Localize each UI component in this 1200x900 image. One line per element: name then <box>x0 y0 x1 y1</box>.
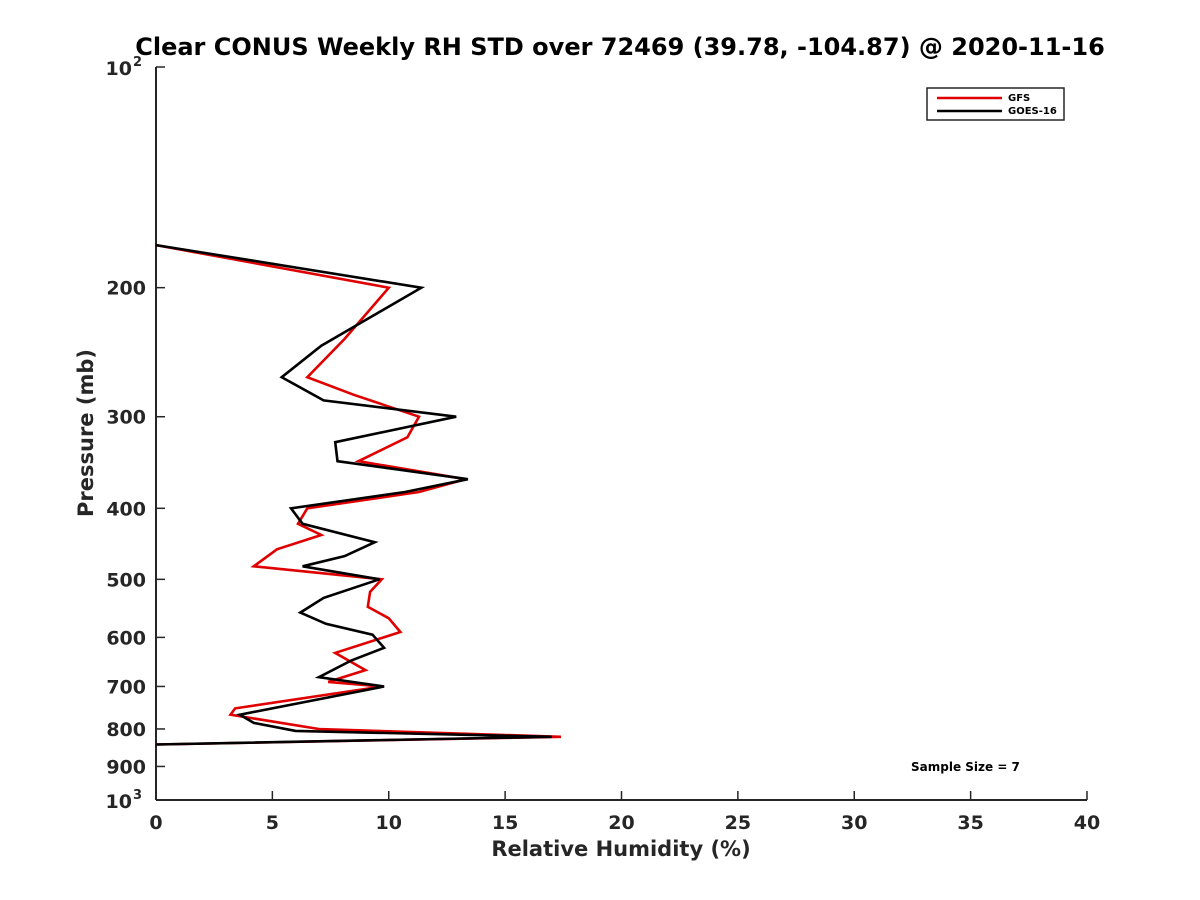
x-tick-label: 15 <box>492 812 518 834</box>
x-tick-label: 25 <box>725 812 751 834</box>
y-tick-label: 900 <box>106 756 146 778</box>
x-tick-label: 0 <box>149 812 162 834</box>
legend-label-gfs: GFS <box>1008 93 1030 104</box>
y-tick-label: 200 <box>106 278 146 300</box>
legend-box <box>926 87 1065 121</box>
series-line-gfs <box>155 243 562 746</box>
y-tick-label: 700 <box>106 676 146 698</box>
y-tick-label: 10 <box>106 58 132 80</box>
x-tick-label: 30 <box>841 812 867 834</box>
x-tick-label: 10 <box>376 812 402 834</box>
legend: GFS GOES-16 <box>926 87 1065 121</box>
series-lines <box>155 243 562 746</box>
x-axis-label: Relative Humidity (%) <box>491 837 750 861</box>
y-tick-label: 10 <box>106 791 132 813</box>
x-tick-label: 5 <box>266 812 279 834</box>
x-tick-label: 40 <box>1074 812 1100 834</box>
y-tick-label: 800 <box>106 719 146 741</box>
axes <box>155 67 1087 801</box>
legend-label-goes-16: GOES-16 <box>1008 106 1057 117</box>
y-tick-label-exponent: 3 <box>133 788 142 803</box>
chart-title: Clear CONUS Weekly RH STD over 72469 (39… <box>135 33 1105 61</box>
y-tick-label: 500 <box>106 569 146 591</box>
series-line-goes-16 <box>155 243 552 746</box>
y-tick-label: 600 <box>106 627 146 649</box>
y-axis-label: Pressure (mb) <box>74 349 98 517</box>
y-tick-label-exponent: 2 <box>133 55 142 70</box>
y-tick-label: 300 <box>106 407 146 429</box>
x-ticks: 0 5 10 15 20 25 30 35 40 <box>149 791 1100 834</box>
sample-size-annotation: Sample Size = 7 <box>911 760 1020 774</box>
x-tick-label: 35 <box>957 812 983 834</box>
y-tick-label: 400 <box>106 498 146 520</box>
x-tick-label: 20 <box>608 812 634 834</box>
